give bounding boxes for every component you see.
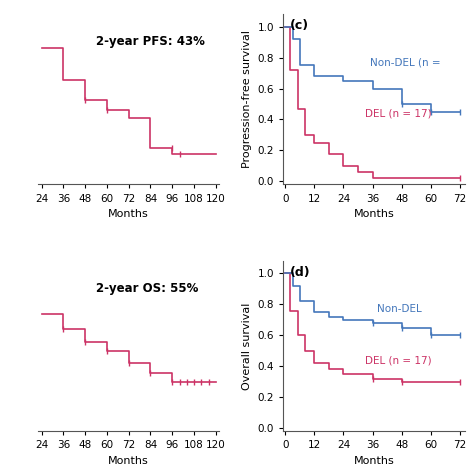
Text: (d): (d) — [290, 266, 311, 279]
X-axis label: Months: Months — [354, 456, 394, 466]
Text: 2-year PFS: 43%: 2-year PFS: 43% — [96, 35, 205, 48]
Y-axis label: Overall survival: Overall survival — [242, 302, 252, 390]
Text: (c): (c) — [290, 19, 310, 32]
Text: DEL (n = 17): DEL (n = 17) — [365, 355, 431, 365]
X-axis label: Months: Months — [109, 209, 149, 219]
Y-axis label: Progression-free survival: Progression-free survival — [242, 30, 252, 168]
Text: DEL (n = 17): DEL (n = 17) — [365, 109, 431, 118]
Text: Non-DEL (n =: Non-DEL (n = — [370, 57, 441, 67]
X-axis label: Months: Months — [354, 209, 394, 219]
Text: 2-year OS: 55%: 2-year OS: 55% — [96, 282, 199, 295]
Text: Non-DEL: Non-DEL — [377, 304, 422, 314]
X-axis label: Months: Months — [109, 456, 149, 466]
